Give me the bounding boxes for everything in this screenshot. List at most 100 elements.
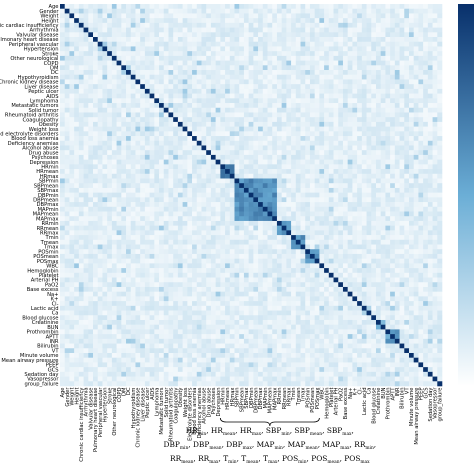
heatmap-cell <box>314 249 320 255</box>
heatmap-cell <box>399 32 405 38</box>
heatmap-cell <box>408 98 415 104</box>
heatmap-cell <box>140 286 146 292</box>
heatmap-cell <box>177 211 183 217</box>
heatmap-cell <box>126 13 132 19</box>
heatmap-cell <box>342 145 348 151</box>
heatmap-cell <box>69 140 75 146</box>
heatmap-cell <box>380 4 386 10</box>
heatmap-cell <box>333 93 339 99</box>
heatmap-cell <box>107 272 113 278</box>
heatmap-cell <box>328 173 334 179</box>
heatmap-cell <box>60 239 66 245</box>
heatmap-cell <box>111 169 117 175</box>
heatmap-cell <box>390 169 396 175</box>
heatmap-cell <box>107 22 113 28</box>
heatmap-cell <box>97 32 103 38</box>
heatmap-cell <box>243 79 249 85</box>
heatmap-cell <box>97 41 103 47</box>
heatmap-cell <box>144 70 150 76</box>
heatmap-cell <box>239 60 245 66</box>
heatmap-cell <box>111 4 117 10</box>
heatmap-cell <box>83 32 89 38</box>
heatmap-cell <box>291 79 297 85</box>
heatmap-cell <box>300 103 306 109</box>
heatmap-cell <box>380 183 386 189</box>
heatmap-cell <box>347 268 353 274</box>
heatmap-cell <box>258 282 264 288</box>
heatmap-cell <box>173 121 179 127</box>
heatmap-cell <box>366 235 372 241</box>
heatmap-cell <box>192 93 198 99</box>
heatmap-cell <box>333 197 339 203</box>
heatmap-cell <box>437 178 443 184</box>
heatmap-cell <box>437 22 443 28</box>
heatmap-cell <box>437 145 443 151</box>
heatmap-cell <box>380 18 386 24</box>
heatmap-cell <box>187 79 193 85</box>
heatmap-cell <box>192 150 198 156</box>
heatmap-cell <box>342 131 348 137</box>
heatmap-cell <box>437 211 443 217</box>
heatmap-cell <box>234 46 240 52</box>
heatmap-cell <box>371 103 377 109</box>
heatmap-cell <box>408 117 415 123</box>
heatmap-cell <box>126 253 132 259</box>
heatmap-cell <box>220 258 226 264</box>
heatmap-cell <box>408 112 415 118</box>
heatmap-cell <box>88 140 94 146</box>
heatmap-cell <box>111 93 117 99</box>
heatmap-cell <box>159 164 165 170</box>
heatmap-cell <box>281 18 287 24</box>
heatmap-cell <box>300 159 306 165</box>
heatmap-cell <box>187 202 193 208</box>
heatmap-cell <box>333 145 339 151</box>
heatmap-cell <box>234 258 240 264</box>
heatmap-cell <box>347 164 353 170</box>
heatmap-cell <box>423 27 429 33</box>
heatmap-cell <box>390 126 396 132</box>
heatmap-cell <box>258 79 264 85</box>
heatmap-cell <box>210 220 216 226</box>
heatmap-cell <box>347 286 353 292</box>
heatmap-cell <box>83 60 89 66</box>
heatmap-cell <box>126 249 132 255</box>
heatmap-cell <box>102 117 108 123</box>
heatmap-cell <box>229 131 235 137</box>
heatmap-cell <box>281 37 287 43</box>
heatmap-cell <box>300 70 306 76</box>
heatmap-cell <box>319 22 325 28</box>
heatmap-cell <box>423 230 429 236</box>
heatmap-cell <box>361 173 367 179</box>
heatmap-cell <box>413 202 419 208</box>
heatmap-cell <box>225 220 231 226</box>
heatmap-cell <box>375 145 381 151</box>
heatmap-cell <box>248 4 254 10</box>
heatmap-cell <box>361 282 367 288</box>
heatmap-cell <box>229 88 235 94</box>
heatmap-cell <box>338 131 344 137</box>
heatmap-cell <box>437 249 443 255</box>
heatmap-cell <box>394 178 400 184</box>
heatmap-cell <box>78 263 84 269</box>
heatmap-cell <box>210 178 216 184</box>
heatmap-cell <box>427 154 433 160</box>
heatmap-cell <box>234 121 240 127</box>
heatmap-cell <box>78 140 84 146</box>
heatmap-cell <box>375 239 381 245</box>
heatmap-cell <box>201 98 207 104</box>
heatmap-cell <box>126 286 132 292</box>
heatmap-cell <box>173 13 179 19</box>
heatmap-cell <box>361 230 367 236</box>
heatmap-cell <box>144 74 150 80</box>
heatmap-cell <box>404 268 410 274</box>
heatmap-cell <box>408 27 415 33</box>
heatmap-cell <box>93 263 99 269</box>
heatmap-cell <box>243 136 249 142</box>
heatmap-cell <box>342 32 348 38</box>
heatmap-cell <box>243 258 249 264</box>
heatmap-cell <box>196 277 202 283</box>
heatmap-cell <box>144 60 150 66</box>
heatmap-cell <box>371 286 377 292</box>
heatmap-cell <box>399 220 405 226</box>
heatmap-cell <box>225 18 231 24</box>
